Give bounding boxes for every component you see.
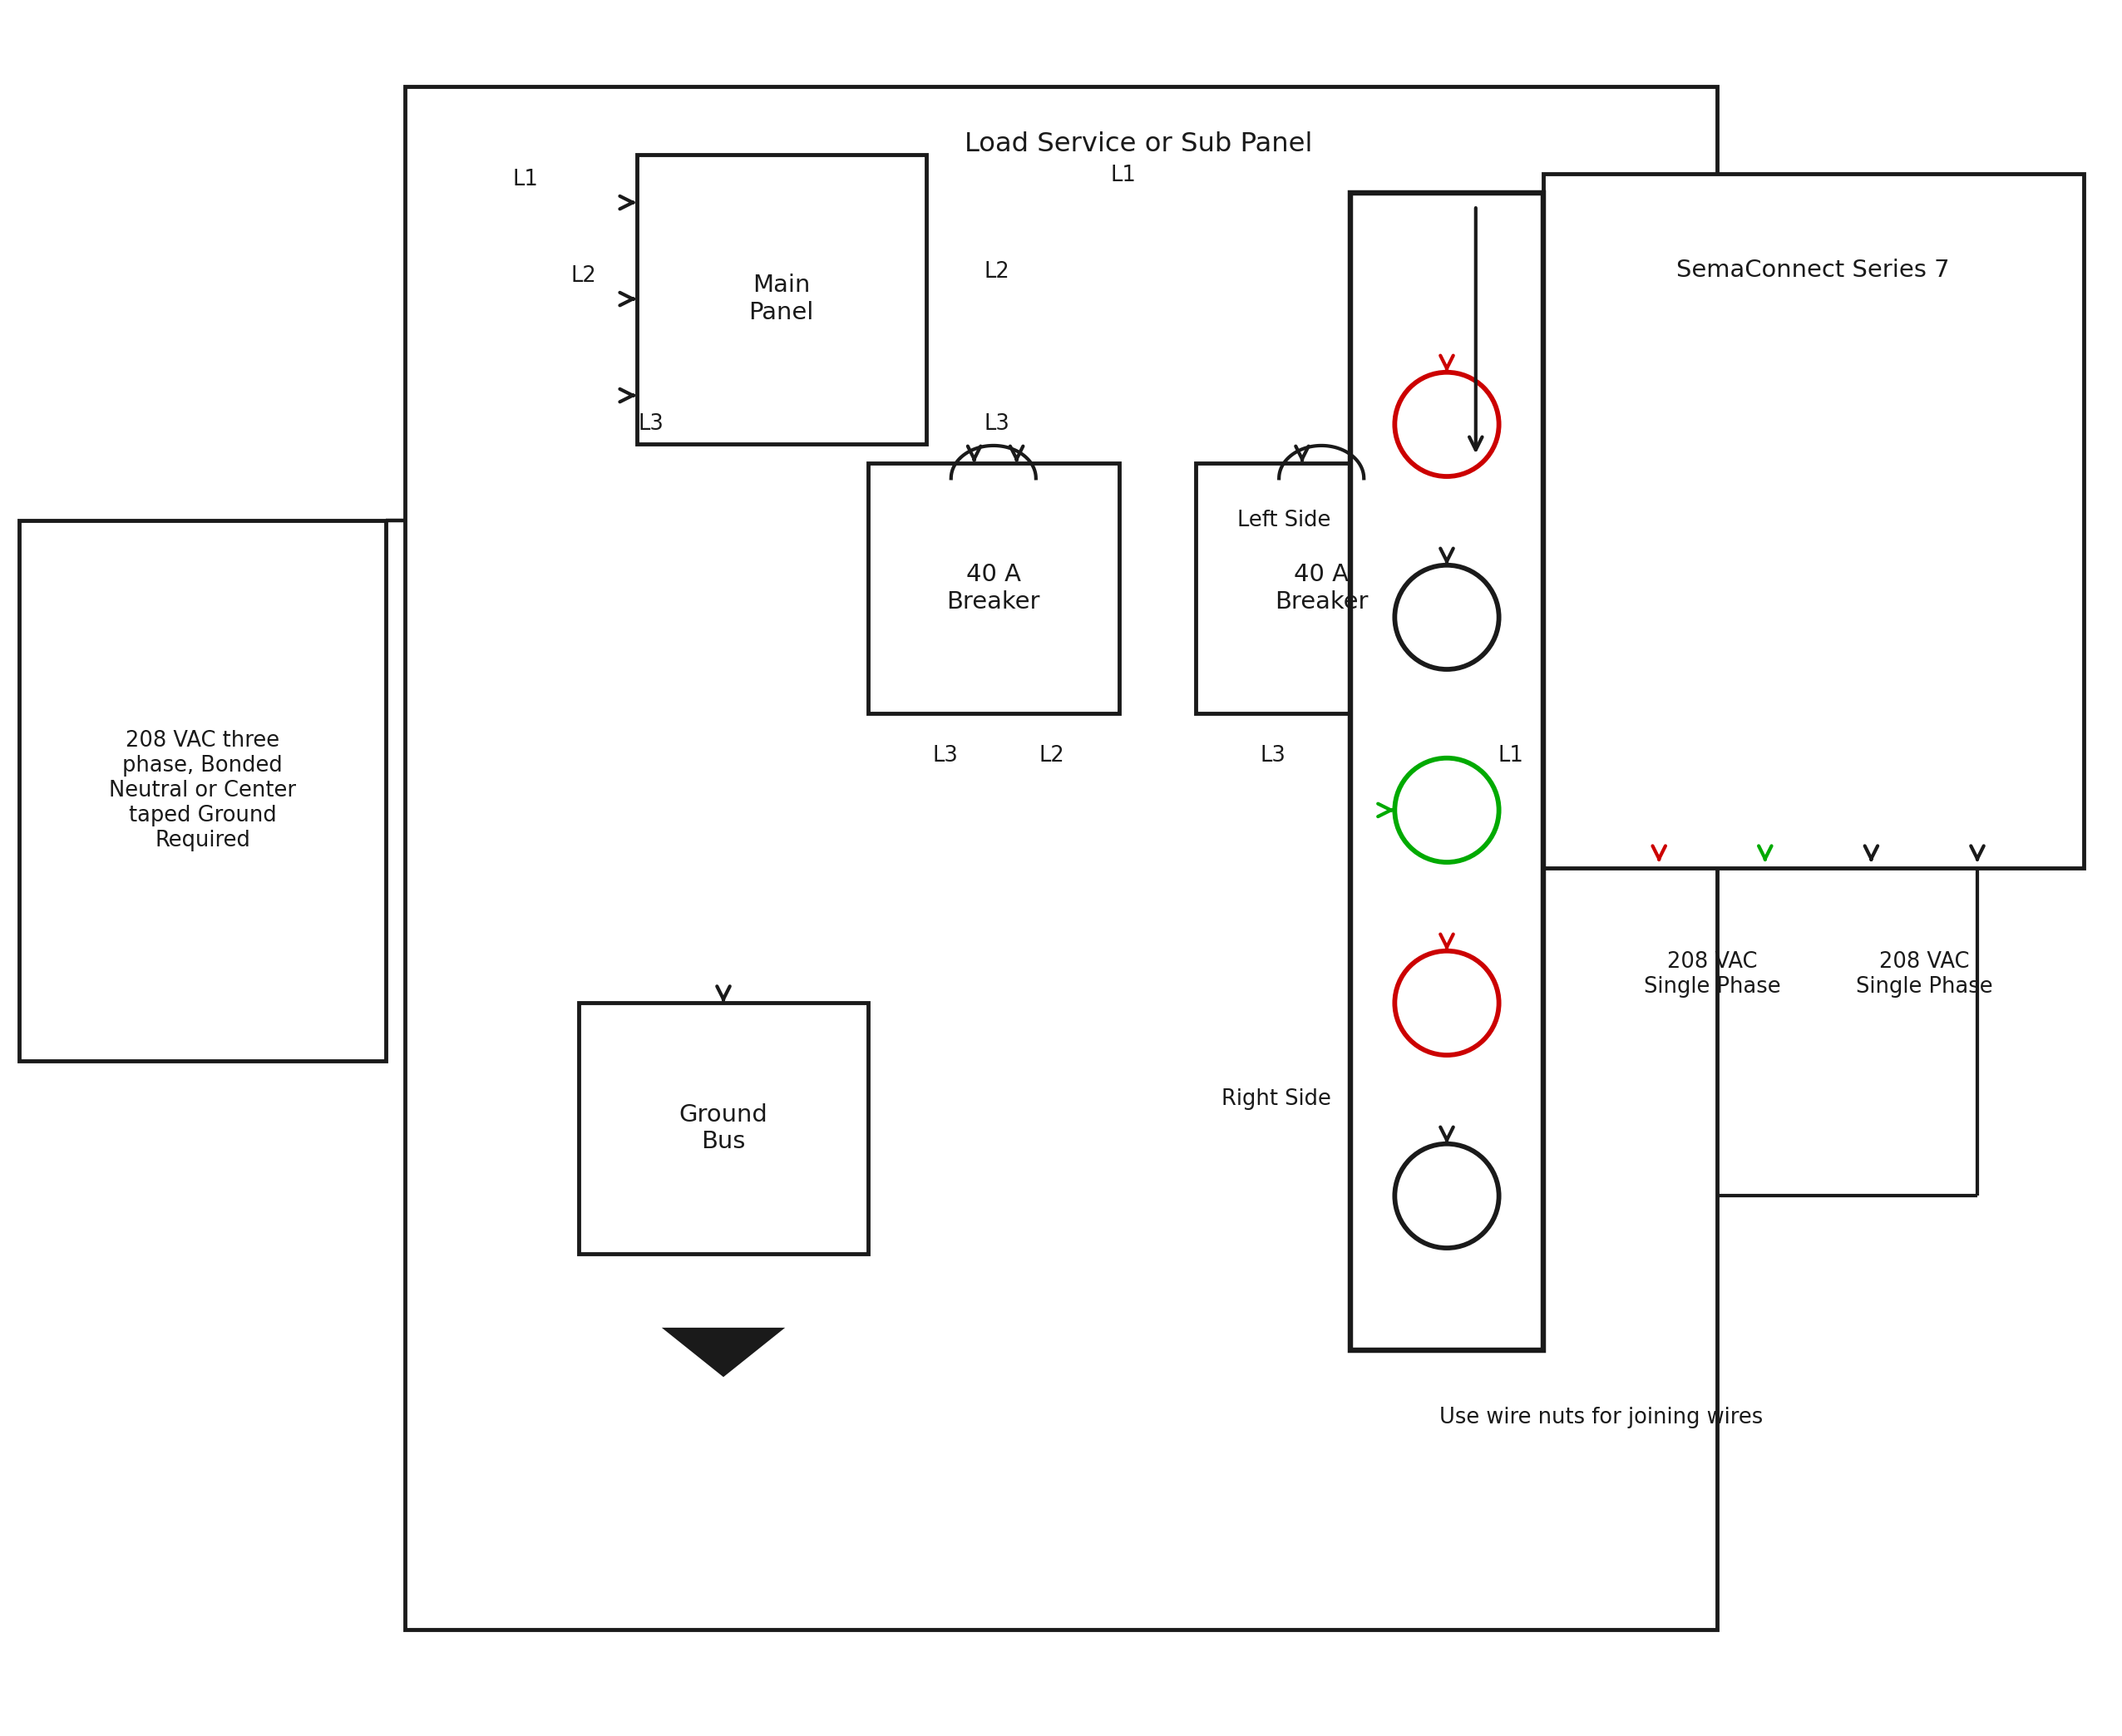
Text: L3: L3 <box>985 413 1010 436</box>
Bar <box>637 155 925 444</box>
Text: Left Side: Left Side <box>1237 510 1330 531</box>
Text: L2: L2 <box>985 260 1010 283</box>
Text: 40 A
Breaker: 40 A Breaker <box>1275 562 1369 613</box>
Bar <box>579 1003 868 1253</box>
Text: Main
Panel: Main Panel <box>749 274 815 325</box>
Text: SemaConnect Series 7: SemaConnect Series 7 <box>1676 259 1950 281</box>
Text: L1: L1 <box>514 168 539 191</box>
Circle shape <box>1394 372 1498 476</box>
Circle shape <box>1394 951 1498 1055</box>
Text: L2: L2 <box>571 266 596 286</box>
Bar <box>1197 464 1447 713</box>
Text: 208 VAC
Single Phase: 208 VAC Single Phase <box>1857 951 1993 998</box>
Circle shape <box>1394 1144 1498 1248</box>
Bar <box>19 521 386 1061</box>
Text: Use wire nuts for joining wires: Use wire nuts for joining wires <box>1439 1406 1763 1429</box>
Text: 208 VAC three
phase, Bonded
Neutral or Center
taped Ground
Required: 208 VAC three phase, Bonded Neutral or C… <box>108 731 297 852</box>
Polygon shape <box>666 1330 781 1375</box>
Bar <box>405 87 1717 1630</box>
Circle shape <box>1394 566 1498 670</box>
Bar <box>1350 193 1543 1351</box>
Text: L1: L1 <box>1110 165 1137 186</box>
Text: L3: L3 <box>639 413 664 436</box>
Circle shape <box>1394 759 1498 863</box>
Text: L2: L2 <box>1038 745 1063 767</box>
Text: Right Side: Right Side <box>1222 1088 1330 1111</box>
Text: 208 VAC
Single Phase: 208 VAC Single Phase <box>1645 951 1780 998</box>
Text: L3: L3 <box>932 745 959 767</box>
Text: Ground
Bus: Ground Bus <box>679 1104 768 1153</box>
Bar <box>868 464 1118 713</box>
Text: L3: L3 <box>1260 745 1286 767</box>
Text: 40 A
Breaker: 40 A Breaker <box>946 562 1040 613</box>
Text: L1: L1 <box>1498 745 1524 767</box>
Text: Load Service or Sub Panel: Load Service or Sub Panel <box>963 132 1311 158</box>
Bar <box>1543 174 2084 868</box>
